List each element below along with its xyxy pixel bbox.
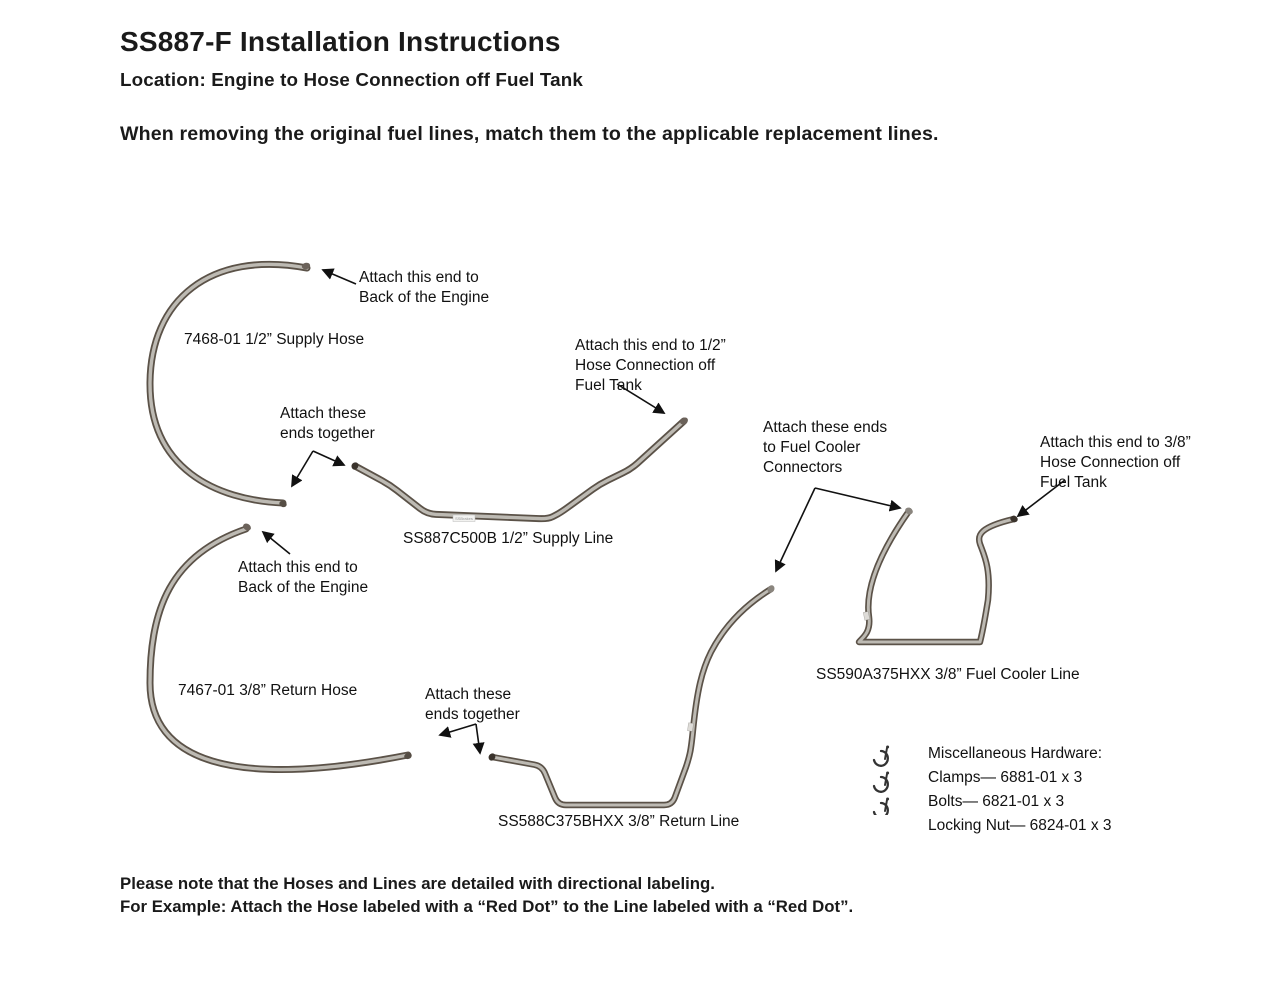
svg-text:SSBrakes: SSBrakes — [455, 516, 473, 521]
